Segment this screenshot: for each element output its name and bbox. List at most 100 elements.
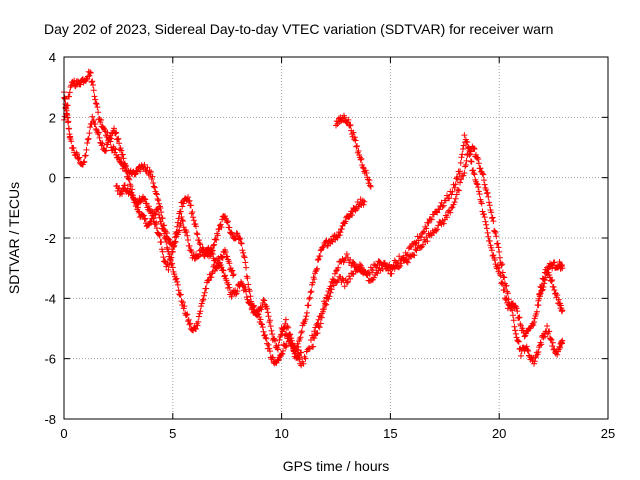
data-point [102, 148, 109, 155]
data-point [88, 79, 95, 86]
data-point [179, 216, 186, 223]
data-point [447, 209, 454, 216]
data-point [210, 242, 217, 249]
data-point [294, 350, 301, 357]
x-tick-label: 20 [492, 426, 506, 441]
data-point [198, 303, 205, 310]
data-point [403, 252, 410, 259]
data-point [222, 213, 229, 220]
data-point [449, 204, 456, 211]
data-point [361, 198, 368, 205]
data-point [172, 239, 179, 246]
data-point [197, 241, 204, 248]
data-point [509, 312, 516, 319]
data-point [219, 254, 226, 261]
data-point [541, 269, 548, 276]
data-point [326, 293, 333, 300]
data-point [427, 215, 434, 222]
data-point [195, 313, 202, 320]
data-point [149, 173, 156, 180]
data-point [501, 286, 508, 293]
data-point [201, 289, 208, 296]
data-point [135, 208, 142, 215]
data-point [276, 337, 283, 344]
data-point [374, 270, 381, 277]
data-point [311, 335, 318, 342]
data-point [175, 215, 182, 222]
data-point [516, 314, 523, 321]
data-point [224, 218, 231, 225]
data-point [237, 235, 244, 242]
data-point [226, 260, 233, 267]
data-point [480, 177, 487, 184]
data-point [477, 165, 484, 172]
data-point [343, 250, 350, 257]
data-point [404, 251, 411, 258]
data-point [114, 136, 121, 143]
data-point [354, 142, 361, 149]
data-point [404, 259, 411, 266]
data-point [343, 279, 350, 286]
data-point [555, 296, 562, 303]
data-point [96, 115, 103, 122]
data-point [137, 168, 144, 175]
data-point [364, 272, 371, 279]
data-point [502, 296, 509, 303]
data-point [153, 190, 160, 197]
data-point [85, 135, 92, 142]
data-point [436, 206, 443, 213]
y-tick-label: 2 [49, 110, 56, 125]
data-point [318, 314, 325, 321]
data-point [319, 244, 326, 251]
data-point [280, 325, 287, 332]
data-point [83, 76, 90, 83]
data-point [559, 337, 566, 344]
data-point [248, 298, 255, 305]
data-point [62, 95, 69, 102]
data-point [455, 187, 462, 194]
data-point [466, 151, 473, 158]
data-point [165, 236, 172, 243]
data-point [216, 222, 223, 229]
data-point [171, 238, 178, 245]
data-points [61, 68, 566, 369]
data-point [367, 183, 374, 190]
data-point [166, 261, 173, 268]
data-point [503, 282, 510, 289]
data-point [186, 321, 193, 328]
data-point [497, 272, 504, 279]
data-point [264, 340, 271, 347]
data-point [224, 219, 231, 226]
data-point [87, 124, 94, 131]
data-point [90, 117, 97, 124]
data-point [150, 215, 157, 222]
data-point [151, 184, 158, 191]
data-point [134, 204, 141, 211]
data-point [267, 323, 274, 330]
data-point [434, 209, 441, 216]
data-point [298, 328, 305, 335]
data-point [229, 231, 236, 238]
data-point [470, 167, 477, 174]
data-point [417, 234, 424, 241]
data-point [549, 342, 556, 349]
data-point [413, 247, 420, 254]
data-point [68, 138, 75, 145]
data-point [282, 342, 289, 349]
data-point [461, 132, 468, 139]
data-point [156, 231, 163, 238]
data-point [486, 202, 493, 209]
data-point [348, 212, 355, 219]
data-point [347, 275, 354, 282]
data-point [549, 276, 556, 283]
y-tick-label: 0 [49, 171, 56, 186]
data-point [347, 256, 354, 263]
data-point [359, 197, 366, 204]
y-tick-label: -8 [44, 412, 56, 427]
data-point [207, 246, 214, 253]
data-point [226, 284, 233, 291]
data-point [336, 232, 343, 239]
data-point [73, 149, 80, 156]
data-point [298, 329, 305, 336]
data-point [220, 267, 227, 274]
